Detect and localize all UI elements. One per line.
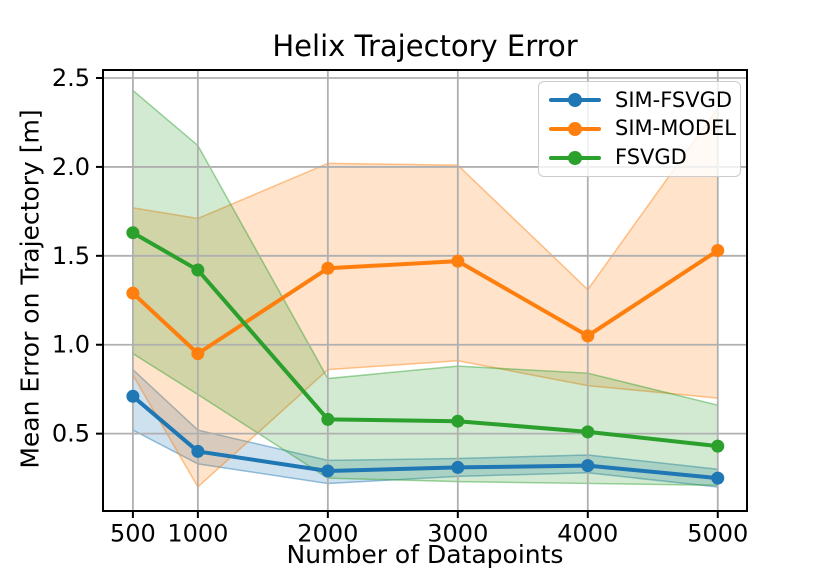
data-point-marker-SIM-MODEL [711,243,725,257]
data-point-marker-SIM-FSVGD [711,471,725,485]
legend-line-marker-icon [549,150,601,165]
data-point-marker-FSVGD [711,439,725,453]
legend: SIM-FSVGD SIM-MODEL FSVGD [538,81,741,177]
band-upper-edge-SIM-MODEL [132,107,719,291]
y-tick-label: 2.0 [52,153,90,181]
data-point-marker-SIM-FSVGD [126,389,140,403]
legend-dot-icon [568,150,582,165]
legend-line-marker-icon [549,93,601,108]
y-tick-label: 1.5 [52,242,90,270]
chart-title: Helix Trajectory Error [272,29,578,63]
x-tick-label: 2000 [297,520,358,548]
data-point-marker-FSVGD [191,263,205,277]
series-line-FSVGD [130,230,720,449]
band-lower-edge-FSVGD [132,352,718,486]
y-tick-label: 1.0 [52,331,90,359]
x-tick-label: 500 [110,520,156,548]
confidence-band-FSVGD [132,90,718,486]
x-axis-label: Number of Datapoints [286,540,564,569]
legend-item-sim-model: SIM-MODEL [549,118,736,139]
y-tick-label: 2.5 [52,64,90,92]
data-point-marker-SIM-MODEL [191,347,205,361]
legend-label: SIM-FSVGD [615,87,733,112]
x-tick-label: 3000 [427,520,488,548]
data-point-marker-FSVGD [321,412,335,426]
legend-line-marker-icon [549,121,601,136]
band-lower-edge-SIM-FSVGD [132,429,718,488]
series-line-SIM-FSVGD [130,394,720,481]
legend-label: SIM-MODEL [615,116,737,141]
y-tick-label: 0.5 [52,420,90,448]
data-point-marker-SIM-MODEL [321,261,335,275]
confidence-band-SIM-FSVGD [132,369,718,487]
legend-dot-icon [568,121,582,136]
confidence-band-SIM-MODEL [132,108,718,487]
legend-label: FSVGD [615,145,687,170]
x-tick-label: 1000 [167,520,228,548]
data-point-marker-SIM-FSVGD [581,459,595,473]
axes-frame [102,69,748,512]
legend-dot-icon [568,93,582,108]
data-point-marker-FSVGD [126,226,140,240]
data-point-marker-FSVGD [581,425,595,439]
data-point-marker-SIM-MODEL [581,329,595,343]
data-point-marker-SIM-MODEL [126,286,140,300]
data-point-marker-SIM-FSVGD [321,464,335,478]
x-tick-label: 4000 [557,520,618,548]
legend-item-fsvgd: FSVGD [549,147,730,168]
data-point-marker-FSVGD [451,414,465,428]
data-point-marker-SIM-MODEL [451,254,465,268]
legend-item-sim-fsvgd: SIM-FSVGD [549,87,733,112]
band-upper-edge-FSVGD [132,89,718,406]
x-tick-label: 5000 [687,520,748,548]
y-axis-label: Mean Error on Trajectory [m] [15,109,45,469]
band-upper-edge-SIM-FSVGD [132,369,718,470]
data-point-marker-SIM-FSVGD [451,460,465,474]
series-line-SIM-MODEL [130,248,720,356]
band-lower-edge-SIM-MODEL [132,359,718,489]
data-point-marker-SIM-FSVGD [191,444,205,458]
